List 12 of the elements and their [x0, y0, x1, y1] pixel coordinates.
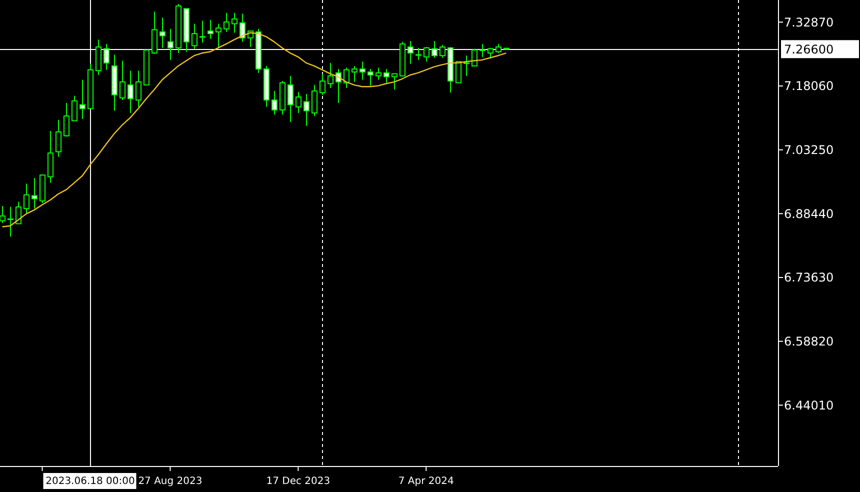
y-tick-label: 7.03250	[784, 143, 834, 157]
ref-line-label: 7.26600	[784, 42, 834, 56]
y-tick-label: 7.18060	[784, 79, 834, 94]
y-tick-label: 7.32870	[784, 15, 834, 30]
y-tick-label: 6.73630	[784, 270, 834, 285]
y-tick-label: 6.58820	[784, 334, 834, 349]
x-tick-label: 7 Apr 2024	[398, 476, 454, 487]
y-tick-label: 6.44010	[784, 398, 834, 412]
x-tick-label: 17 Dec 2023	[266, 476, 330, 487]
y-tick-label: 6.88440	[784, 206, 834, 221]
x-tick-label: 27 Aug 2023	[138, 476, 202, 487]
ref-line-label: 2023.06.18 00:00	[46, 476, 135, 487]
